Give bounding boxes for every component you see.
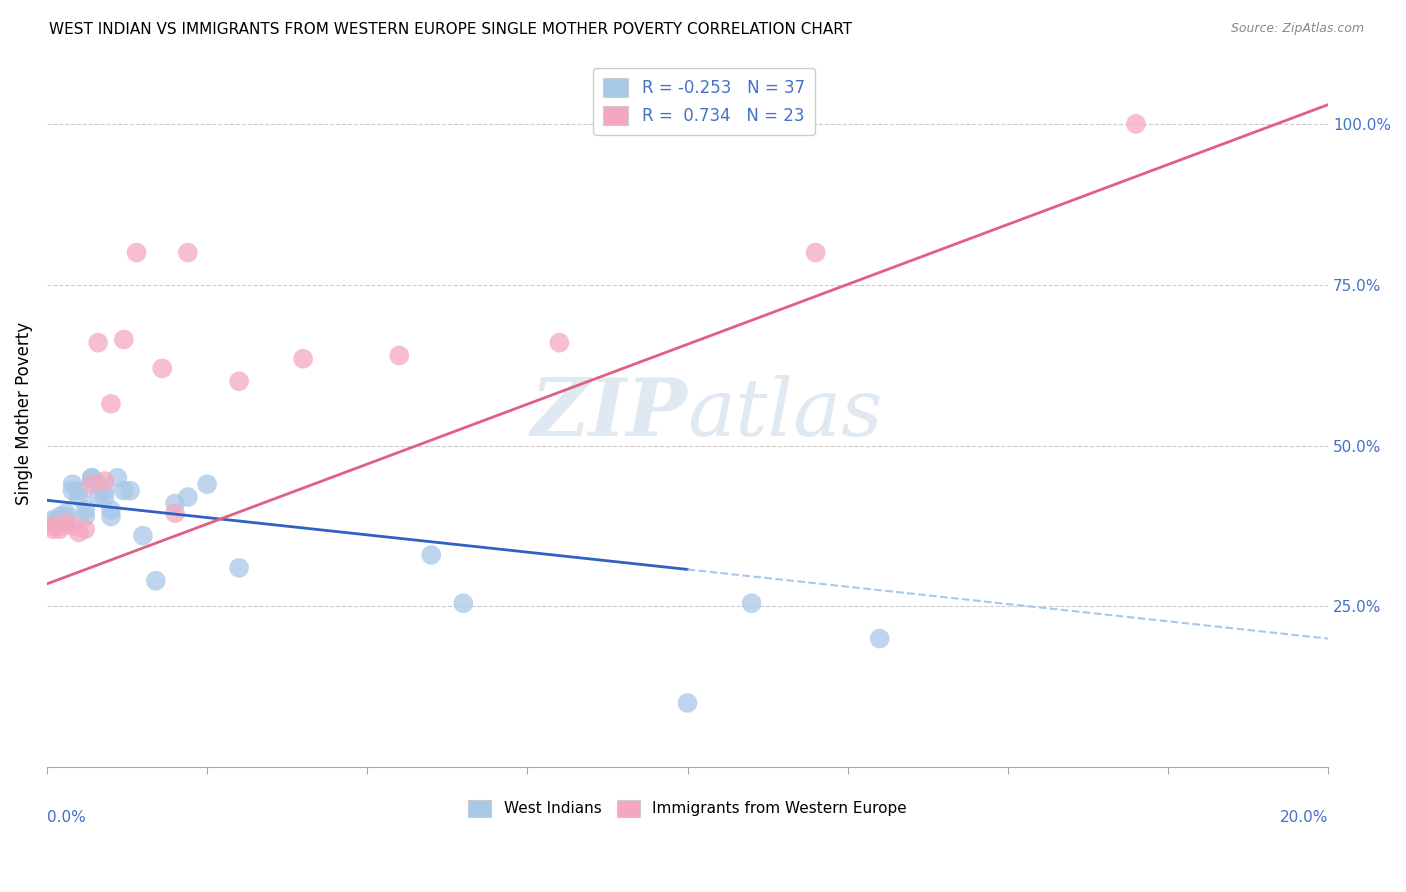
Point bbox=[42, 512, 65, 526]
Point bbox=[87, 490, 110, 504]
Y-axis label: Single Mother Poverty: Single Mother Poverty bbox=[15, 322, 32, 505]
Point bbox=[195, 477, 218, 491]
Point bbox=[93, 483, 115, 498]
Point bbox=[67, 525, 90, 540]
Point bbox=[150, 361, 173, 376]
Point bbox=[87, 335, 110, 350]
Point bbox=[67, 483, 90, 498]
Text: atlas: atlas bbox=[688, 375, 883, 452]
Point bbox=[80, 477, 103, 491]
Text: Source: ZipAtlas.com: Source: ZipAtlas.com bbox=[1230, 22, 1364, 36]
Point bbox=[80, 471, 103, 485]
Point bbox=[100, 509, 122, 524]
Point bbox=[420, 548, 443, 562]
Point bbox=[177, 490, 200, 504]
Point bbox=[48, 509, 70, 524]
Point bbox=[93, 474, 115, 488]
Point bbox=[48, 522, 70, 536]
Point bbox=[48, 516, 70, 530]
Point bbox=[228, 374, 250, 388]
Point bbox=[548, 335, 571, 350]
Point bbox=[42, 519, 65, 533]
Text: 0.0%: 0.0% bbox=[46, 810, 86, 825]
Point bbox=[145, 574, 167, 588]
Point bbox=[87, 477, 110, 491]
Point bbox=[93, 490, 115, 504]
Point bbox=[75, 503, 97, 517]
Point bbox=[62, 483, 84, 498]
Point bbox=[869, 632, 891, 646]
Point bbox=[62, 477, 84, 491]
Point bbox=[105, 471, 128, 485]
Point bbox=[100, 503, 122, 517]
Legend: West Indians, Immigrants from Western Europe: West Indians, Immigrants from Western Eu… bbox=[463, 794, 912, 823]
Point bbox=[163, 506, 186, 520]
Point bbox=[55, 509, 77, 524]
Point bbox=[1125, 117, 1147, 131]
Point bbox=[741, 596, 763, 610]
Point bbox=[55, 506, 77, 520]
Point bbox=[100, 397, 122, 411]
Point bbox=[453, 596, 475, 610]
Point bbox=[804, 245, 827, 260]
Point bbox=[42, 516, 65, 530]
Point bbox=[48, 519, 70, 533]
Text: 20.0%: 20.0% bbox=[1279, 810, 1329, 825]
Point bbox=[48, 512, 70, 526]
Text: WEST INDIAN VS IMMIGRANTS FROM WESTERN EUROPE SINGLE MOTHER POVERTY CORRELATION : WEST INDIAN VS IMMIGRANTS FROM WESTERN E… bbox=[49, 22, 852, 37]
Text: ZIP: ZIP bbox=[530, 375, 688, 452]
Point bbox=[125, 245, 148, 260]
Point bbox=[112, 333, 135, 347]
Point bbox=[75, 522, 97, 536]
Point bbox=[177, 245, 200, 260]
Point bbox=[132, 529, 155, 543]
Point bbox=[42, 519, 65, 533]
Point bbox=[62, 519, 84, 533]
Point bbox=[75, 509, 97, 524]
Point bbox=[55, 516, 77, 530]
Point bbox=[388, 349, 411, 363]
Point bbox=[228, 561, 250, 575]
Point bbox=[67, 490, 90, 504]
Point bbox=[80, 471, 103, 485]
Point bbox=[55, 516, 77, 530]
Point bbox=[42, 522, 65, 536]
Point bbox=[120, 483, 142, 498]
Point bbox=[292, 351, 315, 366]
Point bbox=[163, 496, 186, 510]
Point bbox=[112, 483, 135, 498]
Point bbox=[676, 696, 699, 710]
